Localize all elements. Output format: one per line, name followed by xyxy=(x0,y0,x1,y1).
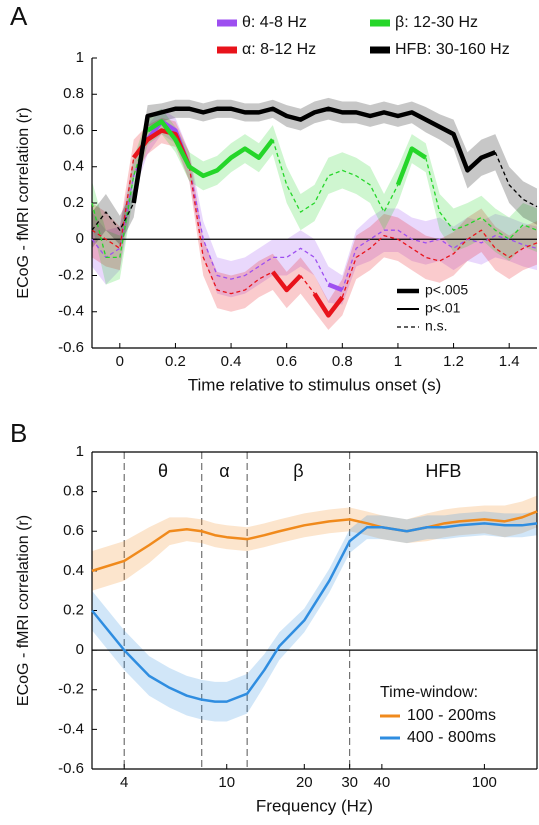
series-line xyxy=(91,510,538,573)
x-tick-label: 0.2 xyxy=(165,353,186,370)
x-tick-label: 1.4 xyxy=(499,353,520,370)
y-tick-label: -0.4 xyxy=(58,720,84,737)
band-label: α xyxy=(219,461,229,481)
style-label: n.s. xyxy=(425,318,448,334)
x-tick-label: 1.2 xyxy=(443,353,464,370)
legend-label: 100 - 200ms xyxy=(407,707,496,724)
error-band xyxy=(92,511,537,722)
series-line xyxy=(312,292,345,318)
y-tick-label: -0.4 xyxy=(58,303,84,320)
x-tick-label: 40 xyxy=(374,774,391,791)
panel-label: B xyxy=(10,418,27,448)
x-tick-label: 1 xyxy=(394,353,402,370)
x-tick-label: 0.4 xyxy=(221,353,242,370)
x-axis-label: Frequency (Hz) xyxy=(256,796,373,815)
x-tick-label: 100 xyxy=(472,774,497,791)
legend-title: Time-window: xyxy=(380,684,478,701)
y-tick-label: 0 xyxy=(76,230,84,247)
series-line xyxy=(146,119,275,179)
x-tick-label: 0 xyxy=(116,353,124,370)
series-line xyxy=(188,166,274,295)
series-line xyxy=(327,282,344,293)
x-axis-label: Time relative to stimulus onset (s) xyxy=(188,375,442,394)
legend-label: 400 - 800ms xyxy=(407,729,496,746)
x-tick-label: 20 xyxy=(296,774,313,791)
series-line xyxy=(188,166,329,285)
series-line xyxy=(395,146,427,186)
y-tick-label: 0 xyxy=(76,641,84,658)
y-tick-label: -0.6 xyxy=(58,760,84,777)
band-label: θ xyxy=(158,461,168,481)
y-axis-label: ECoG - fMRI correlation (r) xyxy=(15,107,32,298)
band-label: HFB xyxy=(425,461,461,481)
error-band xyxy=(92,117,537,330)
y-tick-label: 0.4 xyxy=(63,562,84,579)
y-tick-label: 0.6 xyxy=(63,522,84,539)
y-tick-label: 0.8 xyxy=(63,85,84,102)
panel-label: A xyxy=(10,1,28,31)
series-line xyxy=(300,275,316,295)
x-tick-label: 10 xyxy=(218,774,235,791)
y-tick-label: -0.2 xyxy=(58,266,84,283)
error-band xyxy=(92,108,537,285)
band-label: β xyxy=(293,461,303,481)
y-tick-label: 0.4 xyxy=(63,158,84,175)
x-tick-label: 30 xyxy=(341,774,358,791)
legend-label: HFB: 30-160 Hz xyxy=(395,41,510,58)
y-tick-label: 0.8 xyxy=(63,483,84,500)
y-tick-label: 0.2 xyxy=(63,194,84,211)
legend-label: α: 8-12 Hz xyxy=(242,41,316,58)
error-band xyxy=(92,495,537,591)
y-tick-label: -0.2 xyxy=(58,681,84,698)
series-line xyxy=(91,157,135,249)
y-tick-label: 1 xyxy=(76,443,84,460)
series-line xyxy=(131,106,497,204)
style-label: p<.01 xyxy=(425,300,461,316)
x-tick-label: 4 xyxy=(120,774,128,791)
style-label: p<.005 xyxy=(425,282,468,298)
x-tick-label: 0.6 xyxy=(276,353,297,370)
y-tick-label: -0.6 xyxy=(58,339,84,356)
y-tick-label: 0.6 xyxy=(63,121,84,138)
y-axis-label: ECoG - fMRI correlation (r) xyxy=(15,515,32,706)
series-line xyxy=(341,229,538,291)
y-tick-label: 0.2 xyxy=(63,601,84,618)
y-tick-label: 1 xyxy=(76,49,84,66)
series-line xyxy=(341,229,538,298)
x-tick-label: 0.8 xyxy=(332,353,353,370)
series-line xyxy=(494,151,538,208)
series-line xyxy=(91,522,538,703)
legend-label: β: 12-30 Hz xyxy=(395,14,478,31)
error-band xyxy=(92,108,537,305)
series-line xyxy=(270,270,303,293)
series-line xyxy=(425,157,538,240)
legend-label: θ: 4-8 Hz xyxy=(242,14,307,31)
